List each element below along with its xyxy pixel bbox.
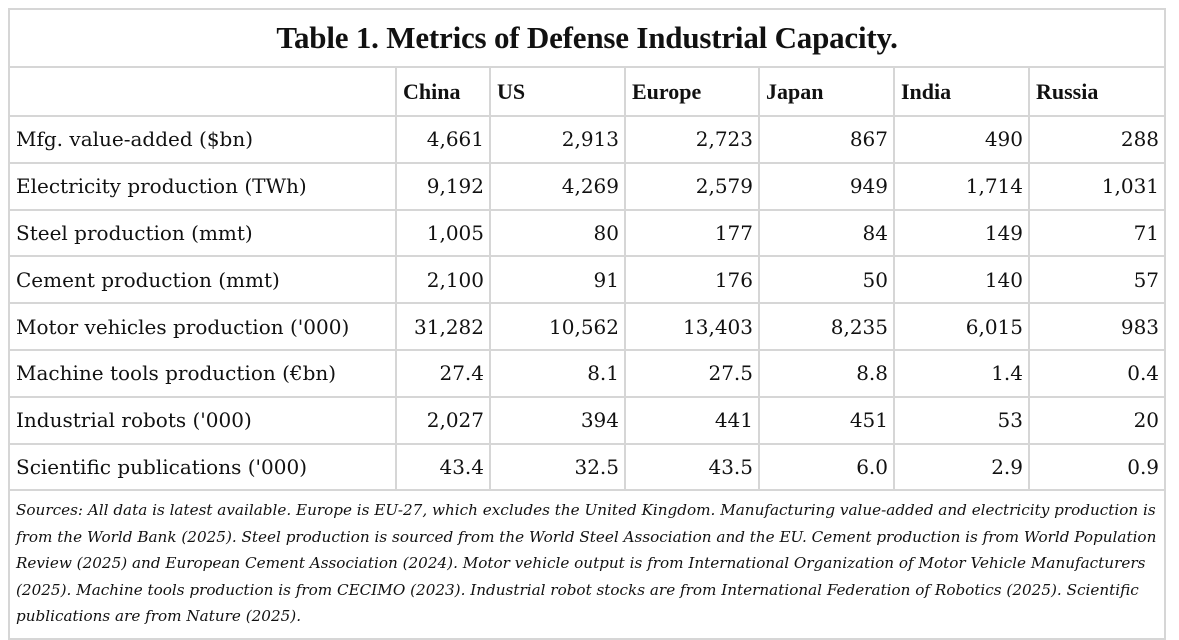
value-cell: 8.8	[758, 348, 895, 398]
value-cell: 2,913	[489, 115, 626, 164]
header-row: China US Europe Japan India Russia	[8, 66, 1167, 117]
value-cell: 867	[758, 115, 895, 164]
row-label: Electricity production (TWh)	[8, 161, 397, 211]
value-cell: 27.4	[395, 348, 491, 398]
value-cell: 288	[1027, 115, 1167, 164]
table-row: Steel production (mmt) 1,005 80 177 84 149 71	[8, 208, 1167, 258]
value-cell: 2,100	[395, 255, 491, 305]
table-row: Motor vehicles production ('000) 31,282 10…	[8, 302, 1167, 351]
value-cell: 6.0	[758, 442, 895, 492]
value-cell: 441	[624, 395, 760, 445]
title-row: Table 1. Metrics of Defense Industrial C…	[7, 8, 1167, 68]
value-cell: 1,031	[1027, 161, 1167, 211]
header-cell-europe: Europe	[624, 66, 760, 117]
value-cell: 2,027	[395, 395, 491, 445]
value-cell: 32.5	[489, 442, 626, 492]
value-cell: 0.9	[1027, 442, 1167, 492]
value-cell: 50	[758, 255, 895, 305]
value-cell: 43.4	[395, 442, 491, 492]
value-cell: 31,282	[395, 302, 491, 351]
value-cell: 1.4	[893, 348, 1030, 398]
table-row: Electricity production (TWh) 9,192 4,269 2,…	[8, 161, 1167, 211]
value-cell: 2,579	[624, 161, 760, 211]
header-cell-us: US	[489, 66, 626, 117]
value-cell: 8.1	[489, 348, 626, 398]
value-cell: 177	[624, 208, 760, 258]
row-label: Mfg. value-added ($bn)	[8, 115, 397, 164]
value-cell: 9,192	[395, 161, 491, 211]
value-cell: 27.5	[624, 348, 760, 398]
value-cell: 394	[489, 395, 626, 445]
value-cell: 490	[893, 115, 1030, 164]
value-cell: 0.4	[1027, 348, 1167, 398]
row-label: Cement production (mmt)	[8, 255, 397, 305]
sources-note: Sources: All data is latest available. E…	[7, 489, 1167, 640]
value-cell: 4,269	[489, 161, 626, 211]
row-label: Machine tools production (€bn)	[8, 348, 397, 398]
value-cell: 2,723	[624, 115, 760, 164]
value-cell: 13,403	[624, 302, 760, 351]
metrics-table: Table 1. Metrics of Defense Industrial C…	[7, 8, 1167, 640]
value-cell: 91	[489, 255, 626, 305]
value-cell: 451	[758, 395, 895, 445]
row-label: Motor vehicles production ('000)	[8, 302, 397, 351]
value-cell: 20	[1027, 395, 1167, 445]
value-cell: 149	[893, 208, 1030, 258]
value-cell: 1,005	[395, 208, 491, 258]
table-row: Mfg. value-added ($bn) 4,661 2,913 2,723 867…	[8, 115, 1167, 164]
value-cell: 2.9	[893, 442, 1030, 492]
header-cell-japan: Japan	[758, 66, 895, 117]
value-cell: 4,661	[395, 115, 491, 164]
header-cell-label	[8, 66, 397, 117]
row-label: Scientific publications ('000)	[8, 442, 397, 492]
value-cell: 140	[893, 255, 1030, 305]
row-label: Steel production (mmt)	[8, 208, 397, 258]
value-cell: 1,714	[893, 161, 1030, 211]
table-row: Scientific publications ('000) 43.4 32.5 43…	[8, 442, 1167, 492]
value-cell: 8,235	[758, 302, 895, 351]
value-cell: 6,015	[893, 302, 1030, 351]
value-cell: 71	[1027, 208, 1167, 258]
table-container: Table 1. Metrics of Defense Industrial C…	[7, 8, 1167, 640]
sources-row: Sources: All data is latest available. E…	[7, 489, 1167, 640]
value-cell: 949	[758, 161, 895, 211]
value-cell: 53	[893, 395, 1030, 445]
value-cell: 983	[1027, 302, 1167, 351]
value-cell: 80	[489, 208, 626, 258]
value-cell: 176	[624, 255, 760, 305]
value-cell: 10,562	[489, 302, 626, 351]
table-row: Industrial robots ('000) 2,027 394 441 451 53…	[8, 395, 1167, 445]
row-label: Industrial robots ('000)	[8, 395, 397, 445]
header-cell-china: China	[395, 66, 491, 117]
table-row: Machine tools production (€bn) 27.4 8.1 27.…	[8, 348, 1167, 398]
value-cell: 43.5	[624, 442, 760, 492]
table-title: Table 1. Metrics of Defense Industrial C…	[7, 8, 1167, 68]
value-cell: 57	[1027, 255, 1167, 305]
value-cell: 84	[758, 208, 895, 258]
table-row: Cement production (mmt) 2,100 91 176 50 140 57	[8, 255, 1167, 305]
header-cell-india: India	[893, 66, 1030, 117]
header-cell-russia: Russia	[1027, 66, 1167, 117]
